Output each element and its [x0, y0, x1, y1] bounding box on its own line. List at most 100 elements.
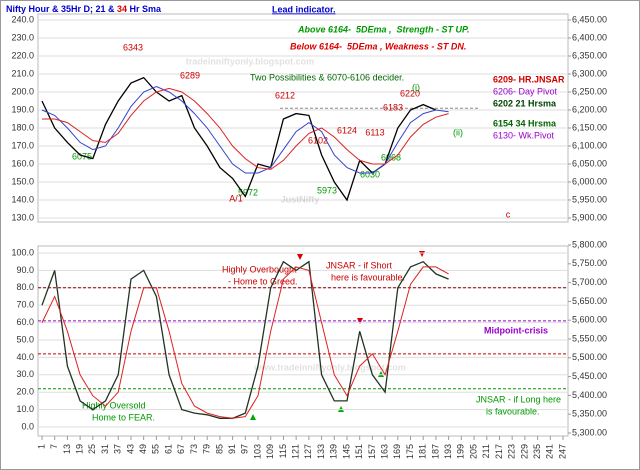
y2-tick-label: 5,650.00 — [572, 296, 607, 306]
y-tick-label: 140.0 — [11, 194, 34, 204]
y2-tick-label: 6,300.00 — [572, 68, 607, 78]
y2-tick-label: 6,450.00 — [572, 14, 607, 24]
annotation: Two Possibilities & 6070-6106 decider. — [250, 72, 404, 82]
annotation: JustNifty — [281, 194, 320, 204]
y2-tick-label: 5,950.00 — [572, 194, 607, 204]
y2-tick-label: 6,350.00 — [572, 50, 607, 60]
x-tick-label: 67 — [176, 444, 186, 454]
y2-tick-label: 6,400.00 — [572, 32, 607, 42]
annotation: Lead indicator. — [272, 4, 336, 14]
series-line — [42, 87, 449, 170]
annotation: Above 6164- 5DEma , Strength - ST UP. — [297, 24, 469, 34]
y2-tick-label: 5,350.00 — [572, 409, 607, 419]
annotation: tradeinniftyonly.blogspot.com — [186, 56, 314, 66]
up-arrow — [338, 406, 344, 412]
annotation: 6202 21 Hrsma — [493, 98, 557, 108]
y-tick-label: 240.0 — [11, 14, 34, 24]
x-tick-label: 25 — [87, 444, 97, 454]
annotation: is favourable. — [486, 406, 540, 416]
y-tick-label: 100.0 — [11, 247, 34, 257]
x-tick-label: 115 — [278, 444, 288, 458]
y2-tick-label: 5,500.00 — [572, 352, 607, 362]
x-tick-label: 229 — [519, 444, 529, 459]
x-tick-label: 157 — [367, 444, 377, 459]
series-line — [41, 76, 437, 202]
x-tick-label: 31 — [100, 444, 110, 454]
x-tick-label: 73 — [189, 444, 199, 454]
x-tick-label: 13 — [62, 444, 72, 454]
y-tick-label: 10.0 — [16, 404, 34, 414]
annotation: 6183 — [383, 102, 403, 112]
y-tick-label: 0.0 — [21, 421, 34, 431]
title-part: 34 — [117, 4, 127, 14]
annotation: 6209- HR.JNSAR — [493, 74, 565, 84]
annotation: (ii) — [453, 127, 463, 137]
x-tick-label: 169 — [392, 444, 402, 459]
y-tick-label: 200.0 — [11, 86, 34, 96]
series-line — [41, 266, 449, 419]
x-tick-label: 163 — [379, 444, 389, 459]
x-tick-label: 37 — [113, 444, 123, 454]
y2-tick-label: 5,750.00 — [572, 258, 607, 268]
x-tick-label: 79 — [202, 444, 212, 454]
x-tick-label: 55 — [151, 444, 161, 454]
annotation: 6343 — [123, 42, 143, 52]
x-tick-label: 211 — [481, 444, 491, 458]
annotation: 6124 — [337, 125, 357, 135]
x-tick-label: 217 — [494, 444, 504, 459]
x-tick-label: 19 — [74, 444, 84, 454]
x-tick-label: 97 — [240, 444, 250, 454]
x-tick-label: 247 — [557, 444, 567, 459]
annotation: 6206- Day Pivot — [493, 86, 558, 96]
annotation: A/1 — [229, 193, 243, 203]
y-tick-label: 220.0 — [11, 50, 34, 60]
annotation: 6075 — [72, 151, 92, 161]
y2-tick-label: 6,200.00 — [572, 104, 607, 114]
annotation: 6154 34 Hrsma — [493, 118, 557, 128]
y-tick-label: 70.0 — [16, 300, 34, 310]
up-arrow — [250, 414, 256, 420]
y2-tick-label: 5,800.00 — [572, 239, 607, 249]
annotation: JNSAR - if Long here — [476, 394, 561, 404]
x-tick-label: 121 — [291, 444, 301, 459]
annotation: Below 6164- 5DEma , Weakness - ST DN. — [290, 41, 466, 51]
y2-tick-label: 6,150.00 — [572, 122, 607, 132]
y2-tick-label: 5,900.00 — [572, 212, 607, 222]
annotation: (i) — [412, 82, 420, 92]
y-tick-label: 40.0 — [16, 352, 34, 362]
y-tick-label: 180.0 — [11, 122, 34, 132]
x-tick-label: 223 — [507, 444, 517, 459]
annotation: 5972 — [238, 187, 258, 197]
annotation: JNSAR - if Short — [326, 260, 393, 270]
annotation: 6289 — [180, 70, 200, 80]
y-tick-label: 60.0 — [16, 317, 34, 327]
x-tick-label: 7 — [49, 444, 59, 449]
x-tick-label: 193 — [443, 444, 453, 459]
y-tick-label: 210.0 — [11, 68, 34, 78]
annotation: Highly Overbought — [222, 264, 297, 274]
annotation: 6212 — [275, 90, 295, 100]
annotation: 6102 — [308, 135, 328, 145]
x-tick-label: 133 — [316, 444, 326, 459]
annotation: c — [506, 209, 511, 219]
y-tick-label: 170.0 — [11, 140, 34, 150]
annotation: Midpoint-crisis — [484, 325, 548, 335]
y2-tick-label: 5,300.00 — [572, 427, 607, 437]
y2-tick-label: 5,600.00 — [572, 315, 607, 325]
y2-tick-label: 6,000.00 — [572, 176, 607, 186]
annotation: - Home to Greed. — [228, 276, 298, 286]
x-tick-label: 145 — [341, 444, 351, 459]
x-tick-label: 91 — [227, 444, 237, 454]
y-tick-label: 30.0 — [16, 369, 34, 379]
annotation: Home to FEAR. — [92, 412, 155, 422]
y-tick-label: 20.0 — [16, 387, 34, 397]
chart-title: Nifty Hour & 35Hr D; 21 & 34 Hr Sma — [6, 4, 162, 14]
x-tick-label: 1 — [36, 444, 46, 449]
upper-panel — [37, 13, 569, 223]
annotation: 6130- Wk.Pivot — [493, 130, 555, 140]
title-part: Hr Sma — [127, 4, 162, 14]
annotation: 6068 — [381, 152, 401, 162]
x-tick-label: 151 — [354, 444, 364, 459]
